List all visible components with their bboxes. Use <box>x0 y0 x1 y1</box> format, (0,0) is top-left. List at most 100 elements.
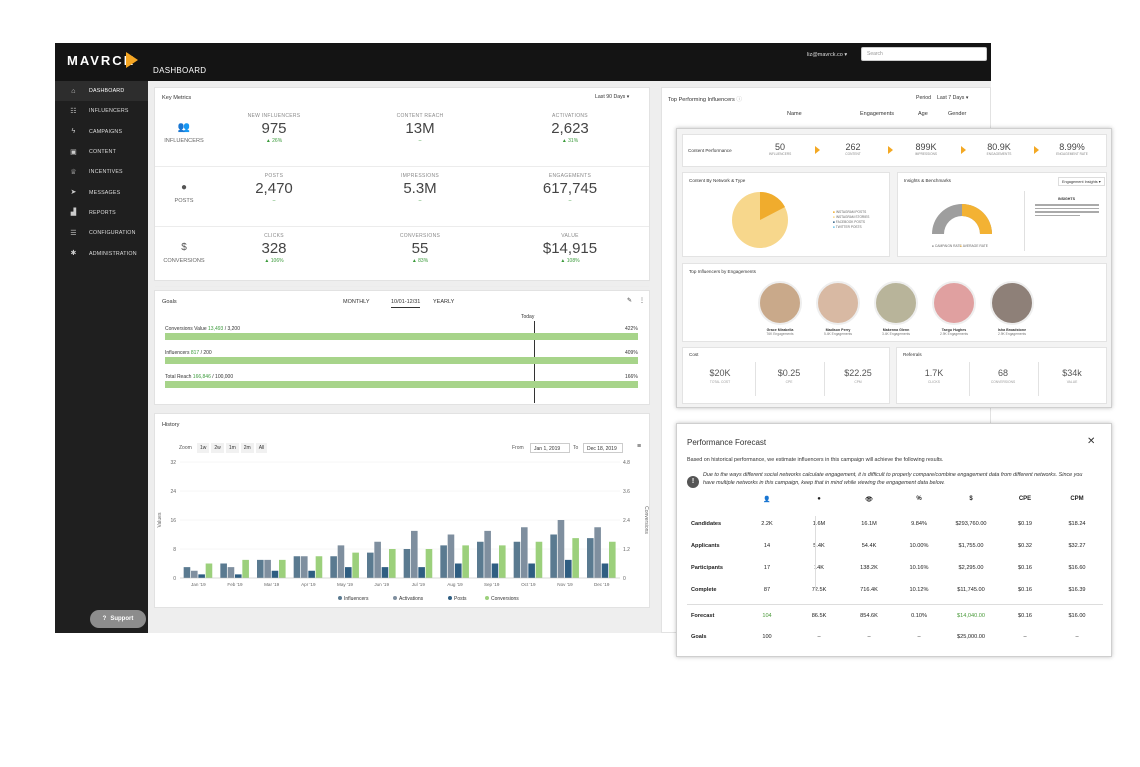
influencer-card[interactable]: Madison Perry 5.4K Engagements <box>813 281 863 336</box>
metric-conversions: CONVERSIONS 55 ▲ 83% <box>365 233 475 264</box>
content-performance-title: Content Performance <box>688 148 732 153</box>
bar-influencers <box>550 534 557 578</box>
sidebar-item-content[interactable]: ▣ CONTENT <box>55 142 148 162</box>
legend-posts: Posts <box>454 596 467 602</box>
stat-divider <box>755 362 756 396</box>
from-date-input[interactable]: Jan 1, 2019 <box>530 443 570 453</box>
sidebar-item-campaigns[interactable]: ϟ CAMPAIGNS <box>55 122 148 142</box>
pie-legend-item: ■ INSTAGRAM POSTS <box>833 210 867 214</box>
close-icon[interactable]: ✕ <box>1087 436 1096 447</box>
bar-posts <box>381 567 389 578</box>
metric-value: 328 <box>261 240 287 257</box>
to-date-input[interactable]: Dec 18, 2019 <box>583 443 623 453</box>
bar-conversions <box>389 549 396 578</box>
goal-row-label: Total Reach 166,846 / 100,000 <box>165 374 234 380</box>
legend-marker <box>393 596 397 600</box>
insights-select[interactable]: Engagement Insights ▾ <box>1058 177 1105 186</box>
bar-posts <box>565 559 572 578</box>
edit-icon[interactable]: ✎ <box>627 298 633 304</box>
user-menu[interactable]: liz@mavrck.co ▾ <box>807 52 848 58</box>
tab-current-period[interactable]: 10/01-12/31 <box>391 299 421 308</box>
forecast-cell: $16.60 <box>1068 565 1086 571</box>
zoom-1m-button[interactable]: 1m <box>225 443 239 453</box>
metric-activations: ACTIVATIONS 2,623 ▲ 31% <box>515 113 625 144</box>
sidebar-item-incentives[interactable]: ♕ INCENTIVES <box>55 162 148 182</box>
metric-value: 2,623 <box>551 120 589 137</box>
sidebar-item-label: MESSAGES <box>89 189 121 196</box>
influencer-card[interactable]: Isha Broadstone 2.9K Engagements <box>987 281 1037 336</box>
metric-delta: – <box>418 138 422 144</box>
forecast-cell: 87 <box>763 587 771 593</box>
forecast-cell: 86.5K <box>811 613 827 619</box>
key-metrics-card: Key Metrics Last 90 Days ▾ 👥 INFLUENCERS N… <box>154 87 650 287</box>
bar-conversions <box>315 556 323 578</box>
zoom-All-button[interactable]: All <box>255 443 268 453</box>
insights-card: Insights & Benchmarks Engagement Insight… <box>897 172 1107 257</box>
x-tick-label: Apr '19 <box>301 582 316 587</box>
support-button[interactable]: ? Support <box>90 610 146 628</box>
metric-value: 617,745 <box>542 180 598 197</box>
bar-conversions <box>425 549 433 578</box>
zoom-1w-button[interactable]: 1w <box>197 443 210 453</box>
bar-influencers <box>293 556 301 578</box>
zoom-2m-button[interactable]: 2m <box>240 443 254 453</box>
key-metrics-period-select[interactable]: Last 90 Days ▾ <box>595 94 630 100</box>
metric-group-conversions: $ CONVERSIONS CLICKS 328 ▲ 106% CONVERSIONS 55… <box>155 227 649 287</box>
forecast-intro: Based on historical performance, we esti… <box>687 457 944 463</box>
metric-label: POSTS <box>264 173 284 179</box>
sidebar-item-reports[interactable]: ▟ REPORTS <box>55 203 148 223</box>
forecast-cell: 54.4K <box>861 543 877 549</box>
cp-stat: 80.9K ENGAGEMENTS <box>986 142 1012 156</box>
stat-divider <box>824 362 825 396</box>
x-tick-label: Dec '19 <box>594 582 610 587</box>
sidebar-item-label: ADMINISTRATION <box>89 250 137 257</box>
forecast-col-header: % <box>916 496 922 502</box>
forecast-cell: 2.2K <box>761 521 773 527</box>
forecast-col-header: $ <box>969 496 973 502</box>
metric-delta: ▲ 108% <box>560 258 580 264</box>
tab-monthly[interactable]: MONTHLY <box>343 299 370 305</box>
metric-value: 55 <box>411 240 429 257</box>
more-icon[interactable]: ⋮ <box>639 298 645 304</box>
forecast-cell: $25,000.00 <box>957 634 985 640</box>
goal-row-label: Influencers 817 / 200 <box>165 350 212 356</box>
cp-stat: 262 CONTENT <box>845 142 861 156</box>
forecast-divider <box>687 604 1103 605</box>
pie-legend-item: ■ INSTAGRAM STORIES <box>833 215 870 219</box>
forecast-col-header: CPE <box>1018 496 1032 502</box>
insights-title: Insights & Benchmarks <box>904 178 951 183</box>
zoom-2w-button[interactable]: 2w <box>211 443 224 453</box>
forecast-cell: $1,755.00 <box>958 543 984 549</box>
sidebar-item-dashboard[interactable]: ⌂ DASHBOARD <box>55 81 148 102</box>
forecast-cell: $0.16 <box>1018 565 1032 571</box>
metric-value: 13M <box>405 120 435 137</box>
logo[interactable]: MAVRCK <box>67 52 138 68</box>
search-input[interactable]: Search <box>861 47 987 61</box>
influencer-card[interactable]: Makenna Glenn 3.4K Engagements <box>871 281 921 336</box>
col-engagements: Engagements <box>860 111 894 117</box>
forecast-cell: – <box>1075 634 1079 640</box>
influencer-card[interactable]: Taegu Hughes 2.9K Engagements <box>929 281 979 336</box>
forecast-cell: 1.6M <box>812 521 826 527</box>
sidebar-item-configuration[interactable]: ☰ CONFIGURATION <box>55 223 148 243</box>
metric-engagements: ENGAGEMENTS 617,745– <box>515 173 625 204</box>
cost-card: Cost $20K TOTAL COST $0.25 CPE $22.25 CPM <box>682 347 890 404</box>
period-select[interactable]: Last 7 Days ▾ <box>937 95 969 101</box>
tab-yearly[interactable]: YEARLY <box>433 299 455 305</box>
x-tick-label: Aug '19 <box>447 582 463 587</box>
sidebar-item-administration[interactable]: ✱ ADMINISTRATION <box>55 243 148 263</box>
bar-influencers <box>587 538 594 578</box>
forecast-row-label: Participants <box>691 565 724 571</box>
x-tick-label: Jul '19 <box>412 582 426 587</box>
sidebar-item-label: CAMPAIGNS <box>89 128 123 135</box>
bar-conversions <box>535 541 543 578</box>
sidebar-item-influencers[interactable]: ☷ INFLUENCERS <box>55 101 148 121</box>
referrals-stat: $34k VALUE <box>1062 368 1082 384</box>
metric-value: 5.3M <box>403 180 437 197</box>
bar-activations <box>191 570 198 578</box>
influencer-card[interactable]: Grace Mirabella 76K Engagements <box>755 281 805 336</box>
bar-activations <box>264 559 271 578</box>
chart-menu-icon[interactable]: ≡ <box>637 443 642 450</box>
sidebar-item-messages[interactable]: ➤ MESSAGES <box>55 182 148 202</box>
y2-tick-label: 3.6 <box>623 489 630 495</box>
